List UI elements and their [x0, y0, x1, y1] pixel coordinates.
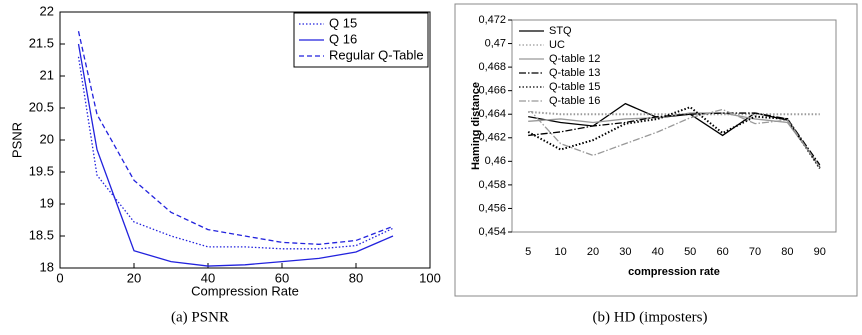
series-line [77, 31, 394, 245]
y-tick-label: 0,46 [485, 155, 506, 167]
x-tick-label: 20 [127, 270, 141, 285]
y-tick-label: 0,454 [478, 226, 506, 238]
x-tick-label: 60 [275, 270, 289, 285]
y-axis-label: PSNR [9, 122, 24, 158]
y-tick-label: 21.5 [29, 35, 54, 50]
caption: (a) PSNR [171, 309, 229, 325]
series-line [527, 107, 821, 168]
x-tick-label: 90 [814, 246, 826, 258]
x-tick-label: 5 [525, 246, 531, 258]
y-tick-label: 0,456 [478, 202, 506, 214]
y-tick-label: 22 [40, 3, 54, 18]
x-axis-label: compression rate [628, 266, 720, 278]
legend-label: Q-table 16 [549, 95, 600, 107]
panel-frame [454, 3, 858, 297]
x-tick-label: 30 [619, 246, 631, 258]
x-tick-label: 40 [201, 270, 215, 285]
x-axis-label: Compression Rate [191, 283, 299, 298]
series-line [77, 56, 394, 250]
caption: (b) HD (imposters) [593, 309, 708, 325]
x-tick-label: 10 [554, 246, 566, 258]
y-tick-label: 0,462 [478, 132, 506, 144]
legend-label: Q-table 13 [549, 67, 600, 79]
x-tick-label: 100 [419, 270, 441, 285]
y-tick-label: 20.5 [29, 99, 54, 114]
legend-label: Regular Q-Table [329, 47, 424, 62]
y-tick-label: 0,47 [485, 37, 506, 49]
x-tick-label: 70 [749, 246, 761, 258]
series-line [528, 112, 821, 166]
x-tick-label: 60 [716, 246, 728, 258]
series-line [528, 110, 820, 116]
y-tick-label: 0,468 [478, 61, 506, 73]
y-axis-label: Haming distance [470, 82, 482, 170]
y-tick-label: 19.5 [29, 163, 54, 178]
y-tick-label: 20 [40, 131, 54, 146]
legend-label: STQ [549, 25, 572, 37]
y-tick-label: 0,466 [478, 85, 506, 97]
legend-label: Q-table 12 [549, 53, 600, 65]
x-tick-label: 80 [349, 270, 363, 285]
x-tick-label: 40 [652, 246, 664, 258]
x-tick-label: 50 [684, 246, 696, 258]
legend-label: Q 16 [329, 31, 357, 46]
y-tick-label: 18 [40, 259, 54, 274]
y-tick-label: 21 [40, 67, 54, 82]
y-tick-label: 0,472 [478, 14, 506, 26]
legend-label: Q 15 [329, 15, 357, 30]
legend-label: UC [549, 39, 565, 51]
series-line [527, 106, 821, 169]
legend-label: Q-table 15 [549, 81, 600, 93]
y-tick-label: 19 [40, 195, 54, 210]
y-tick-label: 0,458 [478, 179, 506, 191]
series-line [77, 43, 394, 267]
legend-box [514, 21, 594, 111]
x-tick-label: 20 [587, 246, 599, 258]
x-tick-label: 0 [56, 270, 63, 285]
y-tick-label: 18.5 [29, 227, 54, 242]
series-line [528, 102, 821, 168]
y-tick-label: 0,464 [478, 108, 506, 120]
plot-frame [511, 19, 837, 233]
x-tick-label: 80 [781, 246, 793, 258]
